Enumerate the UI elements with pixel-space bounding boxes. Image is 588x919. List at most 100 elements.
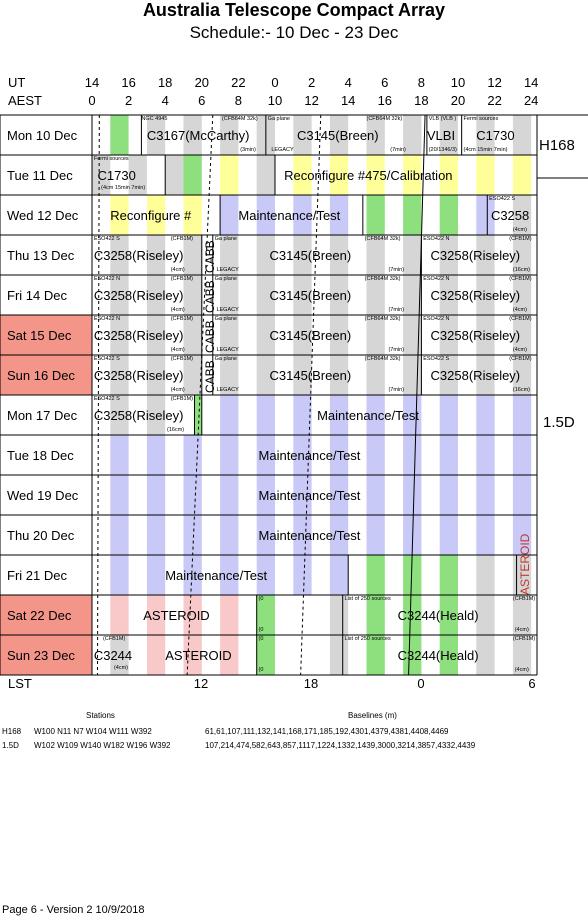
stations-title: Stations <box>86 711 115 720</box>
axis-tick: 6 <box>381 75 389 90</box>
schedule-block-grey <box>293 115 312 155</box>
config-h168: H168 <box>539 137 575 154</box>
schedule-block-grey <box>220 275 239 315</box>
block-label: (20/1346/3) <box>428 147 457 153</box>
legend-config: H168 <box>2 727 22 736</box>
block-label: C3244(Heald) <box>397 608 479 623</box>
day-label: Mon 17 Dec <box>7 408 78 423</box>
weekend-cell <box>0 355 92 395</box>
schedule-block-blue <box>329 395 349 435</box>
schedule-block-blue <box>110 515 129 555</box>
block-label: ESO422 S <box>489 196 516 202</box>
schedule-block-blue <box>329 195 349 235</box>
schedule-block-yellow <box>476 155 495 195</box>
schedule-block-blue <box>293 435 312 475</box>
schedule-block-grey <box>220 235 239 275</box>
schedule-block-grey <box>110 355 129 395</box>
schedule-block-blue <box>220 555 239 595</box>
schedule-block-blue <box>512 475 532 515</box>
block-label: (7min) <box>390 147 406 153</box>
axis-tick: 22 <box>231 75 246 90</box>
schedule-block-grey <box>146 395 166 435</box>
block-label: (CFB64M 32k) <box>364 276 401 282</box>
schedule-block-grey <box>476 115 495 155</box>
block-label: C3244(Heald) <box>397 648 479 663</box>
schedule-block-green <box>403 635 422 675</box>
block-label: LEGACY <box>216 347 239 353</box>
schedule-block-grey <box>476 595 495 635</box>
schedule-block-blue <box>220 435 239 475</box>
schedule-block-green <box>366 195 385 235</box>
block-label: (CFB1M) <box>170 236 193 242</box>
schedule-block-grey <box>329 235 349 275</box>
schedule-block-grey <box>293 315 312 355</box>
block-label: ASTEROID <box>165 648 232 663</box>
block-label: List of 250 sources <box>344 636 391 642</box>
block-label: C1730 <box>97 168 136 183</box>
block-label: C3145(Breen) <box>296 128 379 143</box>
schedule-block-grey <box>256 355 275 395</box>
schedule-block-grey <box>183 235 202 275</box>
schedule-block-yellow <box>366 155 385 195</box>
block-label: C3258(Riseley) <box>430 328 521 343</box>
schedule-block-grey <box>220 115 239 155</box>
block-label: C3258(Riseley) <box>430 248 521 263</box>
block-label: (CFB1M) <box>512 636 536 642</box>
schedule-block-blue <box>146 515 166 555</box>
day-label: Fri 21 Dec <box>7 568 67 583</box>
schedule-block-grey <box>146 355 166 395</box>
block-label: Ga plane <box>214 236 237 242</box>
block-label: ESO422 N <box>423 236 450 242</box>
schedule-block-grey <box>329 275 349 315</box>
schedule-block-grey <box>403 275 422 315</box>
schedule-block-grey <box>256 275 275 315</box>
schedule-block-blue <box>183 555 202 595</box>
block-label: ESO422 N <box>423 276 450 282</box>
axis-tick: 14 <box>523 75 539 90</box>
schedule-block-grey <box>512 115 532 155</box>
schedule-block-blue <box>329 435 349 475</box>
block-label: Ga plane <box>214 316 237 322</box>
block-label: Ga plane <box>267 116 290 122</box>
block-label: (0 <box>258 667 264 673</box>
block-label: Ga plane <box>214 356 237 362</box>
schedule-block-pink <box>183 595 202 635</box>
schedule-block-yellow <box>110 195 129 235</box>
schedule-block-grey <box>439 275 458 315</box>
schedule-block-grey <box>293 235 312 275</box>
day-label: Thu 13 Dec <box>7 248 75 263</box>
schedule-block-blue <box>366 475 385 515</box>
schedule-block-blue <box>293 195 312 235</box>
asteroid-vertical-label: ASTEROID <box>518 533 533 595</box>
axis-tick: 18 <box>157 75 173 90</box>
block-label: ESO422 S <box>93 236 120 242</box>
schedule-block-grey <box>146 315 166 355</box>
block-label: (4cm 15min 7min) <box>101 185 146 191</box>
schedule-block-blue <box>512 395 532 435</box>
schedule-block-grey <box>110 315 129 355</box>
cabb-label: CABB <box>202 360 217 393</box>
block-label: (CFB1M) <box>512 596 536 602</box>
schedule-block-grey <box>439 235 458 275</box>
schedule-block-grey <box>512 555 532 595</box>
block-label: Ga plane <box>214 276 237 282</box>
block-label: C3258(Riseley) <box>93 288 184 303</box>
block-label: (4cm) <box>512 227 527 233</box>
schedule-block-grey <box>110 275 129 315</box>
schedule-block-grey <box>329 115 349 155</box>
schedule-block-blue <box>146 475 166 515</box>
block-label: Maintenance/Test <box>165 568 268 583</box>
axis-tick: 6 <box>198 93 206 108</box>
legend-stations: W102 W109 W140 W182 W196 W392 <box>34 741 171 750</box>
schedule-block-blue <box>256 195 275 235</box>
schedule-block-blue <box>220 395 239 435</box>
schedule-block-blue <box>512 515 532 555</box>
day-label: Fri 14 Dec <box>7 288 67 303</box>
block-label: NGC 4945 <box>141 116 168 122</box>
schedule-block-yellow <box>146 195 166 235</box>
block-label: ESO422 S <box>93 396 120 402</box>
schedule-block-grey <box>293 275 312 315</box>
schedule-block-blue <box>329 515 349 555</box>
block-label: (CFB1M) <box>509 356 532 362</box>
schedule-block-grey <box>512 315 532 355</box>
